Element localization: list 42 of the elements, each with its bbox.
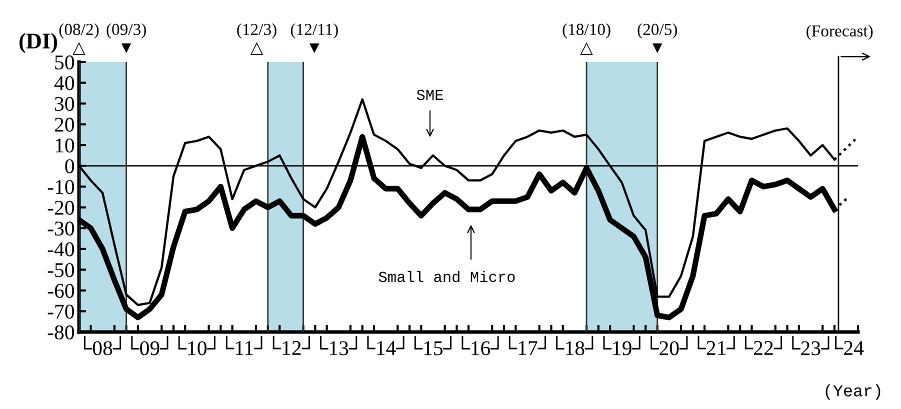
y-tick-label: 30 [54, 96, 74, 111]
x-tick-label: └15┘ [414, 336, 452, 356]
y-tick-label: 0 [65, 159, 74, 174]
x-tick-label: └13┘ [320, 336, 358, 356]
annotation: Small and Micro [378, 270, 515, 282]
x-tick-label: └20┘ [650, 336, 688, 356]
y-tick-label: 40 [54, 76, 74, 90]
annotation: SME [416, 90, 443, 100]
ref-line-label: (12/3) △ [237, 23, 276, 55]
y-tick-label: 20 [54, 118, 74, 132]
x-tick-label: └22┘ [744, 336, 782, 355]
x-tick-label: └23┘ [792, 336, 830, 356]
y-tick-label: -70 [48, 304, 74, 319]
x-tick-label: └10┘ [178, 336, 216, 356]
x-tick-label: └16┘ [462, 336, 499, 356]
ref-line-label: (09/3) ▼ [106, 23, 146, 54]
y-tick-label: 10 [56, 138, 74, 153]
ref-line-label: (20/5) ▼ [638, 23, 677, 54]
x-tick-label: └11┘ [226, 336, 262, 355]
x-axis-title: (Year) [826, 384, 880, 400]
x-tick-label: └08┘ [84, 336, 122, 356]
y-tick-label: -50 [48, 263, 74, 278]
x-tick-label: └12┘ [272, 336, 310, 355]
y-tick-label: 50 [55, 55, 74, 70]
x-tick-label: └18┘ [556, 336, 594, 356]
x-tick-label: └19┘ [603, 336, 640, 356]
x-tick-label: └17┘ [508, 336, 546, 355]
ref-line-label: (18/10) △ [562, 23, 610, 55]
x-tick-label: └21┘ [698, 336, 735, 355]
y-tick-label: -60 [48, 284, 74, 298]
y-tick-label: -20 [48, 200, 74, 215]
ref-line-label: (08/2) △ [59, 23, 99, 55]
x-tick-label: └09┘ [131, 336, 168, 356]
y-tick-label: -40 [48, 242, 74, 256]
x-tick-label: └14┘ [367, 336, 404, 355]
y-tick-label: -30 [48, 222, 74, 236]
y-axis-title: (DI) [19, 32, 58, 54]
y-tick-label: -80 [48, 325, 74, 340]
y-tick-label: -10 [48, 180, 74, 194]
ref-line-label: (12/11) ▼ [290, 23, 338, 54]
ref-line-label: (Forecast) [806, 24, 873, 40]
x-tick-label: └24 [835, 336, 864, 355]
